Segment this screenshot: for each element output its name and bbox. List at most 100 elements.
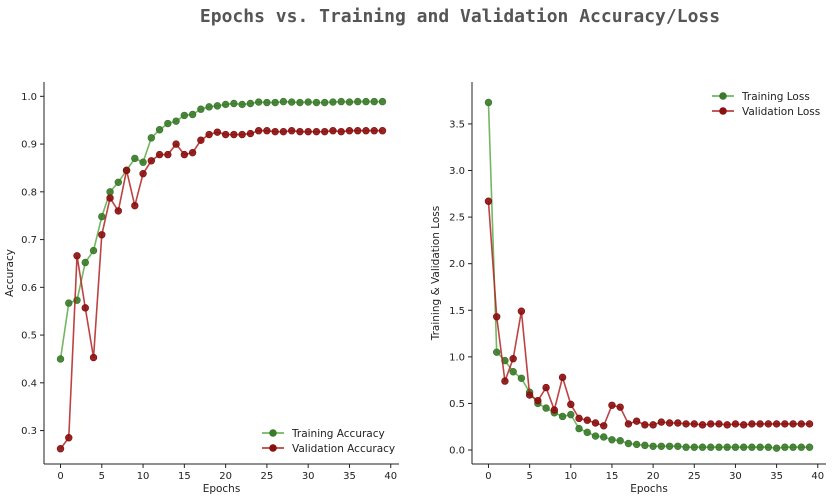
data-point (608, 436, 616, 444)
y-tick-label: 1.5 (449, 306, 465, 317)
series-line (59, 100, 383, 360)
y-axis-label: Training & Validation Loss (430, 206, 442, 342)
data-point (591, 419, 600, 427)
y-tick-label: 1.0 (21, 92, 37, 103)
legend-marker (719, 92, 727, 100)
data-point (690, 443, 698, 451)
y-tick-label: 3.5 (449, 119, 465, 130)
data-point (89, 353, 98, 362)
y-tick-label: 0.6 (21, 283, 37, 294)
data-point (271, 98, 279, 107)
data-point (345, 98, 354, 106)
data-point (139, 169, 147, 178)
data-point (304, 98, 312, 106)
data-point (370, 127, 378, 135)
y-axis-label: Accuracy (4, 249, 16, 297)
series-line (59, 129, 383, 450)
x-tick-label: 40 (811, 471, 824, 482)
data-point (509, 355, 517, 363)
data-point (312, 127, 321, 136)
data-point (304, 127, 312, 136)
data-point (484, 197, 493, 205)
data-point (583, 428, 591, 437)
data-point (641, 441, 649, 450)
figure-title: Epochs vs. Training and Validation Accur… (200, 6, 720, 27)
data-point (731, 443, 740, 451)
legend-marker (269, 429, 277, 437)
x-tick-label: 35 (343, 471, 356, 482)
data-point (131, 201, 139, 210)
legend-label: Training Accuracy (291, 428, 385, 440)
data-point (484, 98, 493, 107)
data-point (378, 97, 387, 106)
x-tick-label: 15 (178, 471, 191, 482)
data-point (205, 103, 213, 111)
data-point (707, 420, 715, 428)
data-point (805, 420, 814, 428)
x-tick-label: 15 (606, 471, 619, 482)
x-tick-label: 30 (729, 471, 742, 482)
loss-chart: 0 5 10 15 20 25 30 35 40 0.0 0.5 1.0 1.5 2.0 2.5 3.0 3.5… (430, 82, 826, 495)
data-point (56, 355, 65, 363)
data-point (345, 127, 354, 135)
legend-label: Validation Loss (742, 106, 820, 118)
data-point (180, 150, 189, 159)
data-point (525, 391, 534, 399)
x-tick-label: 5 (526, 471, 532, 482)
x-axis-label: Epochs (203, 483, 241, 495)
data-point (542, 404, 550, 412)
accuracy-chart: 0 5 10 15 20 25 30 35 40 0.3 0.4 0.5 0.6 0.7 0.8 0.9 1.0… (4, 82, 399, 495)
data-point (715, 420, 723, 428)
data-point (320, 127, 329, 136)
data-point (608, 401, 616, 410)
data-point (362, 127, 370, 135)
x-tick-label: 5 (99, 471, 105, 482)
data-point (205, 130, 213, 139)
data-point (65, 299, 73, 307)
data-point (337, 127, 345, 136)
data-point (312, 98, 321, 107)
data-point (155, 126, 164, 134)
data-point (781, 443, 789, 451)
data-point (263, 127, 271, 135)
data-point (246, 129, 255, 138)
data-point (65, 434, 73, 442)
data-point (213, 128, 222, 136)
data-point (329, 98, 337, 106)
data-point (690, 420, 698, 428)
data-point (616, 437, 624, 445)
data-point (147, 157, 156, 165)
data-point (354, 127, 362, 135)
data-point (263, 98, 271, 107)
x-tick-label: 20 (647, 471, 660, 482)
data-point (657, 418, 666, 426)
data-point (772, 444, 781, 452)
data-point (698, 443, 707, 451)
x-tick-label: 10 (137, 471, 150, 482)
x-tick-label: 25 (261, 471, 274, 482)
legend-label: Training Loss (741, 91, 810, 103)
series-line (487, 102, 810, 449)
legend-marker (269, 444, 277, 452)
data-point (624, 439, 633, 448)
data-point (649, 442, 657, 450)
data-point (657, 442, 666, 450)
x-tick-label: 25 (688, 471, 701, 482)
data-point (230, 99, 238, 108)
series-validation-loss (484, 197, 814, 430)
data-point (197, 105, 205, 113)
data-point (624, 420, 633, 428)
data-point (139, 158, 147, 166)
data-point (748, 420, 756, 428)
data-point (674, 442, 682, 450)
data-point (558, 373, 567, 382)
data-point (254, 127, 263, 135)
y-tick-label: 0.9 (21, 140, 37, 151)
data-point (122, 166, 131, 175)
data-point (287, 127, 296, 135)
data-point (238, 100, 246, 109)
data-point (805, 443, 814, 451)
data-point (789, 443, 797, 451)
legend-label: Validation Accuracy (292, 443, 395, 455)
